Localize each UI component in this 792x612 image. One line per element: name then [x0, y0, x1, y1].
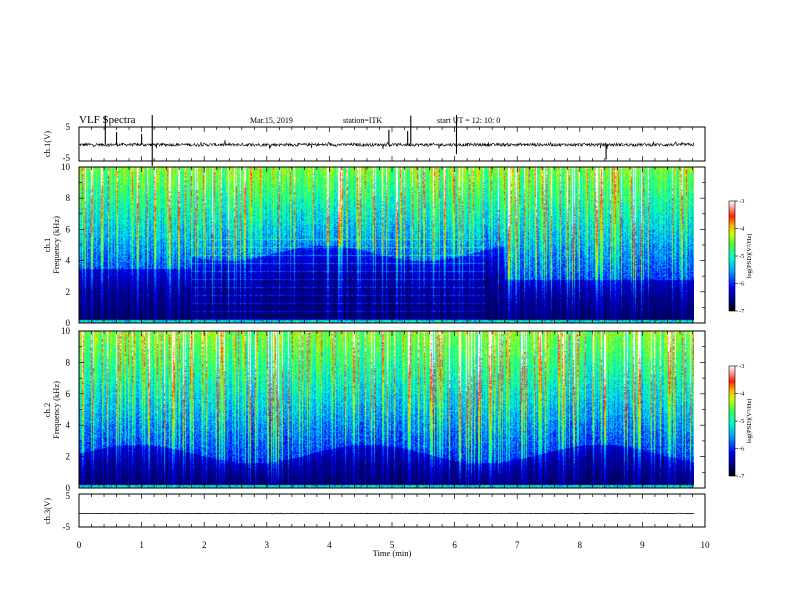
ch2-spectrogram-ylabel-frequency: Frequency (kHz) [51, 381, 61, 439]
figure-header: VLF Spectra Mar.15, 2019 station=ITK sta… [79, 114, 500, 126]
ch2-colorbar-tick-label: -6 [739, 446, 745, 453]
ch2-spectrogram-image [79, 331, 694, 488]
ch2-spectrogram-ytick-label: 6 [66, 389, 71, 399]
time-axis-tick-label: 9 [640, 540, 645, 550]
ch1-waveform-trace [78, 139, 695, 150]
ch3-ytick-top: 5 [66, 491, 71, 501]
ch2-spectrogram-ytick-label: 10 [61, 326, 71, 336]
ch2-colorbar-label: log(PSD)(V²/Hz) [746, 399, 753, 444]
ch2-colorbar-ticks: -3 -4 -5 -6 -7 [735, 363, 745, 480]
time-axis-tick-label: 6 [452, 540, 457, 550]
ch1-colorbar-tick-label: -7 [739, 308, 745, 315]
time-axis-label: Time (min) [373, 548, 412, 558]
start-ut: start UT = 12: 10: 0 [437, 116, 500, 125]
ch1-spectrogram-ytick-label: 0 [66, 318, 71, 328]
ch1-colorbar-ticks: -3 -4 -5 -6 -7 [735, 198, 745, 315]
ch1-colorbar-label: log(PSD)(V²/Hz) [746, 234, 753, 279]
panel-ch2-spectrogram: 0 2 4 6 8 10 ch.2 Frequency (kHz) -3 -4 -5 -6 -7 … [42, 326, 753, 493]
ch2-spectrogram-ytick-label: 0 [66, 483, 71, 493]
ch3-waveform-xticks [78, 494, 706, 527]
time-axis-tick-label: 10 [701, 540, 711, 550]
observation-date: Mar.15, 2019 [250, 116, 293, 125]
ch1-ytick-top: 5 [66, 122, 71, 132]
figure-title: VLF Spectra [79, 114, 136, 126]
time-axis-tick-labels: 0 1 2 3 4 5 6 7 8 9 10 [77, 540, 710, 550]
ch2-colorbar-tick-label: -3 [739, 363, 744, 370]
ch1-colorbar-tick-label: -5 [739, 253, 744, 260]
ch1-colorbar-tick-label: -4 [739, 226, 745, 233]
panel-ch3-waveform: 5 -5 ch.3(V) [42, 491, 706, 532]
ch1-ytick-bottom: -5 [63, 153, 71, 163]
ch2-colorbar: -3 -4 -5 -6 -7 log(PSD)(V²/Hz) [728, 363, 753, 480]
time-axis-tick-label: 2 [202, 540, 207, 550]
ch1-waveform-ylabel: ch.1(V) [42, 131, 52, 157]
ch2-spectrogram-xticks [78, 331, 706, 488]
ch1-spectrogram-xticks [78, 167, 706, 323]
ch1-spectrogram-ytick-label: 2 [66, 287, 71, 297]
ch1-spectrogram-ytick-label: 8 [66, 193, 71, 203]
time-axis-tick-label: 8 [578, 540, 583, 550]
ch1-spectrogram-ylabel-frequency: Frequency (kHz) [51, 216, 61, 274]
panel-ch1-waveform: 5 -5 ch.1(V) [42, 115, 706, 166]
ch1-spikes [104, 115, 607, 166]
ch1-colorbar-tick-label: -3 [739, 198, 744, 205]
ch1-spectrogram-ytick-label: 6 [66, 224, 71, 234]
ch3-waveform-ylabel: ch.3(V) [42, 498, 52, 524]
ch1-spectrogram-yticks: 0 2 4 6 8 10 [61, 162, 705, 328]
ch2-spectrogram-ytick-label: 2 [66, 452, 71, 462]
ch2-spectrogram-ytick-label: 8 [66, 357, 71, 367]
ch1-colorbar-tick-label: -6 [739, 281, 745, 288]
ch1-spectrogram-ytick-label: 4 [66, 256, 71, 266]
panel-ch1-spectrogram: 0 2 4 6 8 10 ch.1 Frequency (kHz) [42, 162, 753, 328]
ch2-colorbar-tick-label: -7 [739, 473, 745, 480]
time-axis-tick-label: 5 [390, 540, 395, 550]
ch3-ytick-bottom: -5 [63, 522, 71, 532]
ch1-spectrogram-ytick-label: 10 [61, 162, 71, 172]
time-axis-tick-label: 7 [515, 540, 520, 550]
ch2-colorbar-scale [728, 365, 736, 477]
ch2-spectrogram-ylabel-channel: ch.2 [42, 403, 52, 417]
time-axis-tick-label: 1 [139, 540, 144, 550]
ch2-colorbar-tick-label: -4 [739, 391, 745, 398]
ch3-waveform-trace [78, 512, 695, 515]
ch1-spectrogram-image [79, 167, 694, 323]
ch1-colorbar-scale [728, 200, 736, 312]
time-axis-tick-label: 3 [265, 540, 270, 550]
time-axis-tick-label: 0 [77, 540, 82, 550]
ch2-colorbar-tick-label: -5 [739, 418, 744, 425]
station-name: station=ITK [343, 116, 382, 125]
time-axis-tick-label: 4 [327, 540, 332, 550]
ch2-spectrogram-yticks: 0 2 4 6 8 10 [61, 326, 705, 493]
ch2-spectrogram-ytick-label: 4 [66, 420, 71, 430]
ch1-colorbar: -3 -4 -5 -6 -7 log(PSD)(V²/Hz) [728, 198, 753, 315]
ch1-spectrogram-ylabel-channel: ch.1 [42, 238, 52, 252]
ch1-waveform-xticks [78, 127, 706, 161]
